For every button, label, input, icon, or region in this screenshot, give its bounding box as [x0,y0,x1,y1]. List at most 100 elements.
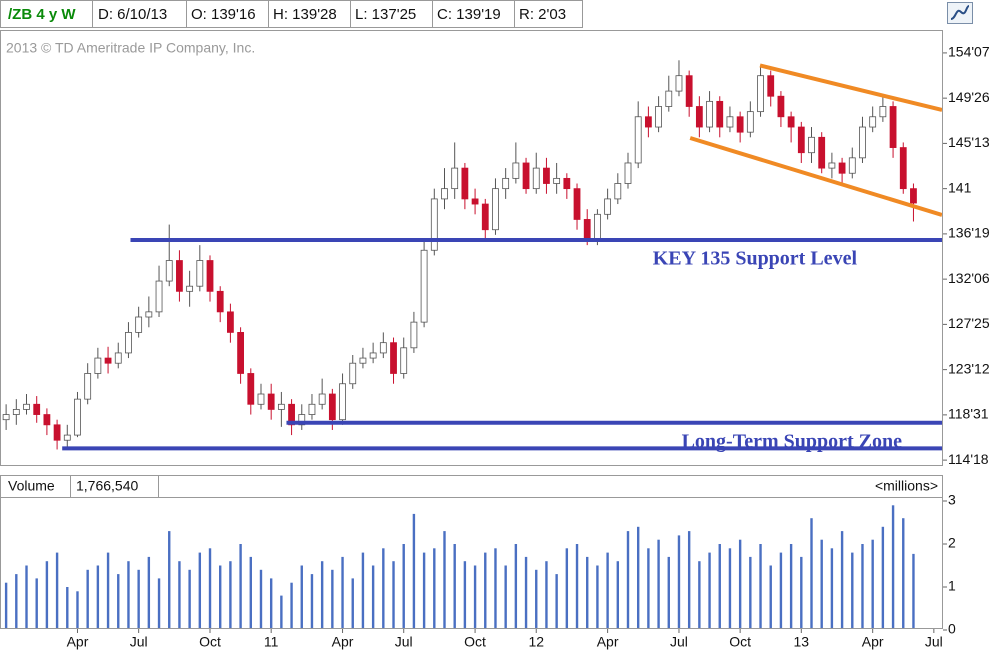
header-bar: /ZB 4 y W D: 6/10/13 O: 139'16 H: 139'28… [0,0,973,28]
volume-bar [575,544,579,628]
volume-bar [290,582,293,628]
volume-bar [280,595,283,628]
candle-body [430,198,438,251]
volume-bar [382,548,385,628]
volume-bar [453,544,456,628]
volume-bar [198,552,202,628]
candle-body [74,398,81,436]
chart-settings-icon[interactable] [947,2,973,24]
volume-bar [759,544,762,628]
volume-bar [555,574,558,628]
volume-bar [647,548,650,628]
header-cell [350,0,433,28]
bar-low: L: 137'25 [355,6,416,23]
candle-body [869,116,877,128]
axes: 154'07 149'26 145'13 141 136'19 132'06 127'25 1… [67,44,990,650]
volume-bar [188,569,191,628]
candle-body [859,126,866,159]
volume-bar [249,556,252,628]
x-tick-label: Oct [729,634,751,650]
support-label: KEY 135 Support Level [653,248,858,270]
volume-bar [565,548,569,628]
volume-bar [779,552,783,628]
volume-bar [25,565,28,628]
candle-body [685,75,693,107]
y-tick-label: 2 [948,535,956,551]
y-tick-label: 1 [948,578,956,594]
candle-body [746,111,754,133]
x-tick-label: Apr [332,634,354,650]
x-tick-label: Oct [464,634,486,650]
candle-body [502,177,510,190]
volume-bar [524,556,528,628]
price-panel [0,30,943,466]
bar-date: D: 6/10/13 [98,6,167,23]
header-cell [92,0,187,28]
bar-close: C: 139'19 [437,6,501,23]
candle-body [665,90,673,107]
x-tick-label: Jul [670,634,688,650]
candle-body [12,409,20,415]
candle-body [522,162,530,190]
volume-bar [35,578,38,628]
x-tick-label: 13 [794,634,810,650]
volume-bar [596,565,599,628]
candle-body [196,260,204,287]
candle-body [308,403,316,415]
volume-bar [269,578,273,628]
volume-bar [769,565,772,628]
candle-body [257,393,265,405]
volume-bar [800,556,803,628]
candle-body [889,106,897,148]
candle-body [247,373,255,405]
candle-body [145,311,153,318]
volume-bar [239,544,242,628]
candle-body [288,403,295,426]
candle-body [53,424,61,441]
volume-bar [698,561,701,628]
volume-units: <millions> [875,478,938,494]
candle-body [23,403,30,410]
y-tick-label: 154'07 [948,44,990,60]
candle-body [400,347,408,374]
candle-body [532,167,540,190]
candle-body [543,167,550,184]
volume-bar [473,565,477,628]
x-tick-label: 11 [264,634,279,650]
candle-body [624,162,632,184]
candle-body [165,260,173,282]
trend-channel-line [759,63,942,112]
volume-title: Volume [8,478,55,494]
symbol[interactable]: /ZB 4 y W [8,6,76,23]
y-tick-label: 127'25 [948,315,990,331]
candle-body [43,414,51,426]
y-tick-label: 3 [948,492,956,508]
y-tick-label: 123'12 [948,360,990,376]
y-tick-label: 118'31 [948,406,989,422]
candle-body [848,157,856,174]
volume-bar [443,531,446,628]
volume-bar [45,561,49,628]
candle-body [461,167,469,200]
x-tick-label: Jul [925,634,943,650]
x-tick-label: 12 [528,634,544,650]
volume-bar [749,556,752,628]
candle-body [94,357,102,374]
x-tick-label: Jul [130,634,148,650]
volume-bar [535,569,538,628]
volume-bar [219,565,222,628]
volume-bar [55,552,59,628]
volume-bar [504,565,507,628]
volume-bar [402,544,405,628]
volume-bar [361,552,365,628]
volume-bar [636,526,640,628]
candle-body [604,198,612,215]
candle-body [910,188,917,204]
volume-bar [616,561,620,628]
volume-bar [341,556,344,628]
y-tick-label: 0 [948,621,956,637]
volume-bar [494,548,497,628]
volume-bar [626,531,630,628]
volume-bar [667,556,670,628]
